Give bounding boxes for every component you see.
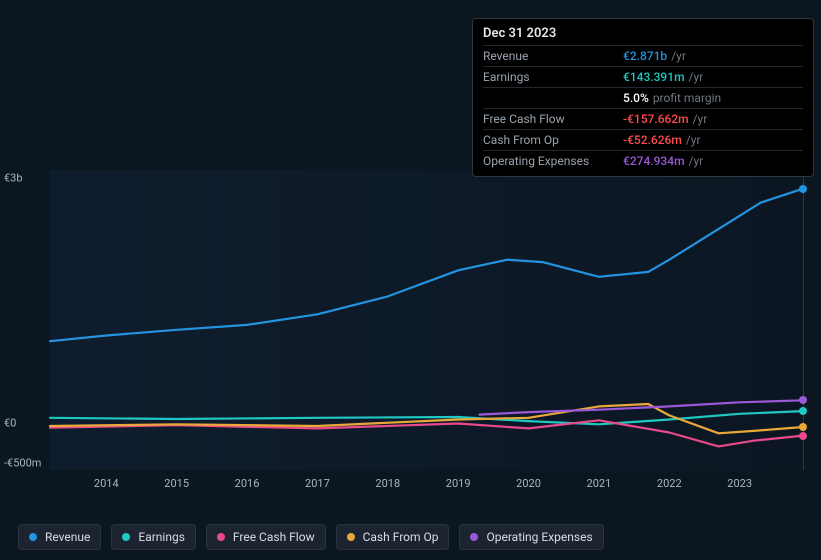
- legend-dot: [217, 533, 225, 541]
- x-axis-label: 2014: [94, 477, 119, 490]
- y-axis-label: €0: [4, 416, 16, 429]
- tooltip-row: Revenue€2.871b/yr: [483, 45, 803, 66]
- legend-label: Operating Expenses: [486, 530, 592, 544]
- tooltip-date: Dec 31 2023: [483, 25, 803, 43]
- tooltip-suffix: profit margin: [653, 90, 721, 106]
- chart-area: €3b€0-€500m20142015201620172018201920202…: [18, 170, 803, 495]
- tooltip-suffix: /yr: [693, 111, 708, 127]
- tooltip-row: Earnings€143.391m/yr: [483, 66, 803, 87]
- chart-tooltip: Dec 31 2023 Revenue€2.871b/yrEarnings€14…: [472, 18, 814, 177]
- x-axis-label: 2021: [587, 477, 612, 490]
- x-axis-label: 2016: [235, 477, 260, 490]
- tooltip-row: 5.0%profit margin: [483, 87, 803, 108]
- end-dot-opex: [799, 396, 807, 404]
- tooltip-value: -€52.626m: [623, 132, 682, 148]
- end-dot-fcf: [799, 432, 807, 440]
- x-axis-label: 2022: [657, 477, 682, 490]
- tooltip-label: Cash From Op: [483, 132, 623, 148]
- series-revenue: [50, 189, 803, 342]
- tooltip-suffix: /yr: [689, 153, 704, 169]
- tooltip-label: Free Cash Flow: [483, 111, 623, 127]
- chart-plot[interactable]: [50, 170, 803, 470]
- legend-dot: [122, 533, 130, 541]
- legend-item-opex[interactable]: Operating Expenses: [459, 524, 603, 550]
- tooltip-row: Cash From Op-€52.626m/yr: [483, 129, 803, 150]
- tooltip-suffix: /yr: [686, 132, 701, 148]
- legend-dot: [29, 533, 37, 541]
- tooltip-row: Free Cash Flow-€157.662m/yr: [483, 108, 803, 129]
- x-axis-label: 2018: [375, 477, 400, 490]
- tooltip-suffix: /yr: [671, 48, 686, 64]
- tooltip-row: Operating Expenses€274.934m/yr: [483, 150, 803, 171]
- chart-legend: Revenue Earnings Free Cash Flow Cash From O…: [18, 524, 604, 550]
- chart-svg: [50, 170, 803, 470]
- tooltip-label: Earnings: [483, 69, 623, 85]
- legend-item-revenue[interactable]: Revenue: [18, 524, 101, 550]
- legend-dot: [470, 533, 478, 541]
- x-axis-label: 2015: [164, 477, 189, 490]
- end-dot-revenue: [799, 185, 807, 193]
- end-dot-earnings: [799, 407, 807, 415]
- y-axis-label: -€500m: [4, 457, 41, 470]
- legend-label: Free Cash Flow: [233, 530, 315, 544]
- legend-label: Revenue: [45, 530, 90, 544]
- x-axis-label: 2017: [305, 477, 330, 490]
- legend-label: Earnings: [138, 530, 185, 544]
- tooltip-value: €143.391m: [623, 69, 685, 85]
- tooltip-value: €2.871b: [623, 48, 667, 64]
- legend-item-fcf[interactable]: Free Cash Flow: [206, 524, 326, 550]
- legend-item-earnings[interactable]: Earnings: [111, 524, 196, 550]
- tooltip-suffix: /yr: [689, 69, 704, 85]
- end-dot-cfo: [799, 423, 807, 431]
- x-axis-label: 2020: [516, 477, 541, 490]
- tooltip-value: -€157.662m: [623, 111, 689, 127]
- y-axis-label: €3b: [4, 172, 23, 185]
- tooltip-label: [483, 90, 623, 106]
- legend-dot: [347, 533, 355, 541]
- tooltip-value: €274.934m: [623, 153, 685, 169]
- legend-item-cfo[interactable]: Cash From Op: [336, 524, 450, 550]
- tooltip-label: Operating Expenses: [483, 153, 623, 169]
- tooltip-value: 5.0%: [623, 90, 649, 106]
- legend-label: Cash From Op: [363, 530, 439, 544]
- tooltip-label: Revenue: [483, 48, 623, 64]
- x-axis-label: 2023: [727, 477, 752, 490]
- x-axis-label: 2019: [446, 477, 471, 490]
